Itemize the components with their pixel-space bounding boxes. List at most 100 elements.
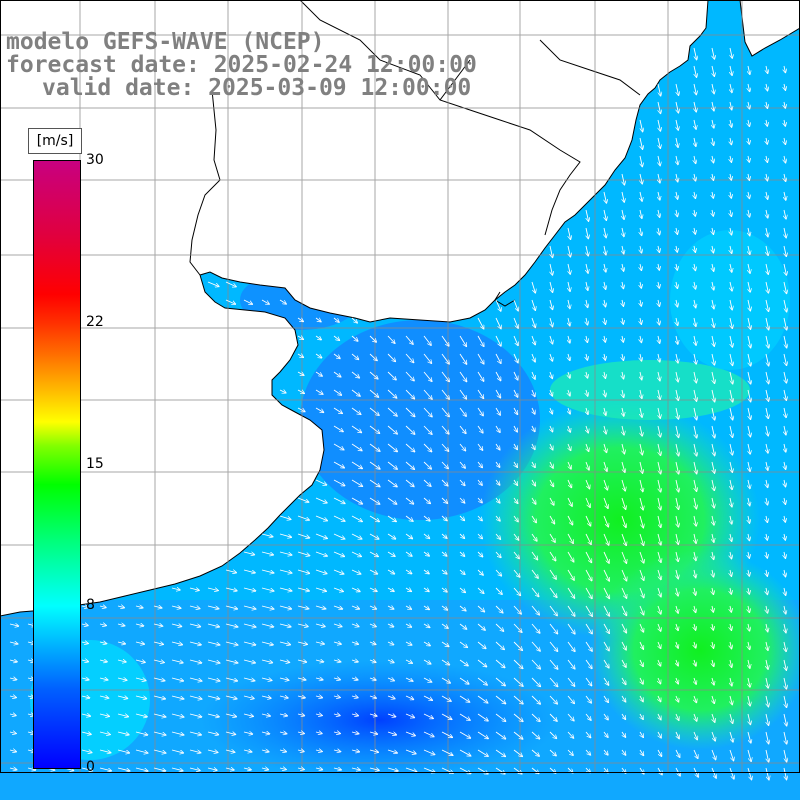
wind-arrow [81, 624, 88, 626]
wind-arrow [784, 551, 785, 558]
wind-arrow [730, 461, 732, 472]
wind-arrow [135, 624, 143, 626]
wind-arrow [658, 137, 660, 148]
wind-arrow [459, 533, 464, 538]
wind-arrow [477, 407, 483, 416]
wind-arrow [333, 335, 339, 340]
wind-arrow [531, 605, 539, 615]
wind-arrow [405, 443, 415, 452]
colorbar-tick-label: 30 [86, 152, 104, 168]
wind-arrow [297, 660, 306, 662]
wind-arrow [766, 533, 767, 540]
wind-arrow [513, 299, 518, 311]
wind-arrow [766, 713, 769, 725]
wind-arrow [694, 515, 696, 526]
wind-arrow [225, 750, 235, 752]
wind-arrow [712, 515, 714, 525]
wind-arrow [676, 317, 678, 325]
wind-arrow [369, 732, 377, 734]
wind-arrow [550, 299, 553, 309]
wind-arrow [405, 713, 414, 718]
wind-arrow [369, 353, 377, 360]
wind-arrow [477, 515, 482, 521]
wind-arrow [315, 479, 326, 485]
wind-arrow [315, 515, 327, 521]
wind-arrow [550, 407, 552, 414]
wind-arrow [99, 696, 108, 698]
wind-arrow [135, 606, 143, 608]
wind-arrow [495, 659, 505, 668]
wind-arrow [171, 749, 183, 753]
wind-arrow [766, 443, 768, 453]
wind-arrow [315, 389, 323, 394]
wind-arrow [369, 768, 379, 770]
wind-arrow [622, 263, 624, 271]
wind-arrow [513, 713, 523, 721]
wind-arrow [441, 587, 447, 592]
wind-arrow [297, 318, 303, 321]
wind-arrow [279, 623, 291, 627]
wind-arrow [531, 353, 535, 362]
wind-arrow [748, 479, 750, 488]
wind-arrow [747, 389, 751, 402]
wind-arrow [567, 479, 571, 487]
wind-arrow [550, 371, 552, 378]
wind-arrow [765, 731, 769, 744]
wind-arrow [639, 605, 644, 615]
wind-arrow [585, 767, 590, 773]
wind-arrow [567, 533, 573, 543]
wind-arrow [189, 695, 202, 699]
wind-arrow [676, 677, 678, 684]
wind-arrow [477, 497, 482, 503]
wind-arrow [333, 624, 342, 627]
wind-arrow [351, 732, 359, 734]
wind-arrow [405, 353, 414, 362]
wind-arrow [99, 624, 106, 626]
wind-arrow [640, 281, 641, 288]
wind-arrow [568, 299, 570, 308]
wind-arrow [766, 515, 767, 522]
wind-arrow [658, 425, 660, 437]
wind-arrow [622, 353, 623, 360]
wind-arrow [585, 641, 592, 651]
wind-arrow [333, 407, 342, 413]
wind-arrow [730, 191, 731, 198]
wind-arrow [585, 569, 592, 581]
wind-arrow [639, 533, 644, 545]
wind-arrow [604, 371, 605, 378]
wind-arrow [676, 659, 678, 666]
wind-arrow [676, 587, 678, 596]
wind-arrow [225, 623, 238, 627]
wind-arrow [694, 155, 696, 163]
wind-arrow [549, 605, 557, 616]
wind-arrow [784, 443, 786, 452]
wind-arrow [423, 479, 431, 486]
wind-arrow [495, 677, 505, 686]
wind-arrow [766, 551, 767, 558]
wind-arrow [423, 533, 429, 538]
wind-arrow [81, 660, 88, 662]
wind-arrow [387, 371, 396, 380]
wind-arrow [441, 641, 449, 646]
wind-arrow [585, 695, 591, 703]
wind-arrow [189, 641, 201, 645]
wind-arrow [405, 425, 415, 434]
wind-arrow [99, 660, 107, 662]
wind-arrow [423, 515, 430, 521]
wind-arrow [441, 677, 450, 683]
wind-arrow [9, 750, 16, 752]
wind-arrow [676, 173, 678, 182]
wind-arrow [639, 497, 643, 510]
wind-arrow [766, 407, 768, 418]
wind-arrow [297, 750, 304, 752]
wind-arrow [495, 695, 505, 704]
wind-arrow [459, 425, 466, 433]
wind-arrow [567, 587, 574, 598]
wind-arrow [693, 443, 697, 456]
wind-arrow [585, 713, 591, 720]
wind-arrow [153, 695, 165, 699]
wind-arrow [783, 299, 787, 312]
wind-arrow [117, 678, 127, 680]
wind-arrow [279, 533, 291, 537]
wind-arrow [387, 569, 394, 574]
